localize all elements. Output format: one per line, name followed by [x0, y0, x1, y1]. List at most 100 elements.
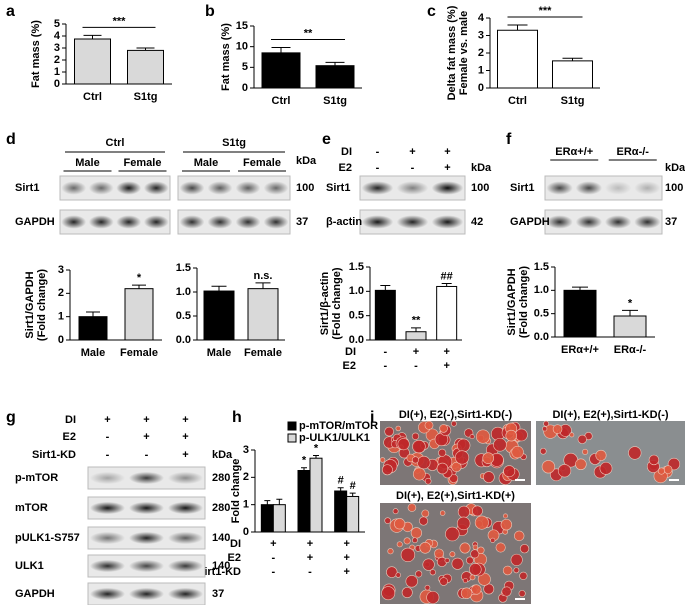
error-bar: [562, 57, 583, 61]
blot-band: [128, 501, 165, 515]
cell: [417, 455, 431, 470]
cell: [543, 420, 550, 427]
row-label: Sirt1: [15, 182, 39, 194]
lane-label: Male: [75, 157, 99, 169]
bar: [405, 331, 427, 341]
bar: [297, 470, 311, 533]
blot-band: [116, 215, 142, 229]
cell: [595, 449, 607, 461]
blot-band: [128, 559, 165, 573]
cell: [386, 566, 398, 578]
kda-header: kDa: [665, 162, 685, 174]
legend-label: p-ULK1/ULK1: [299, 432, 370, 444]
row-label: pULK1-S757: [15, 532, 80, 544]
error-bar: [411, 327, 421, 332]
row-label: GAPDH: [510, 216, 550, 228]
legend-label: p-mTOR/mTOR: [299, 420, 378, 432]
y-axis-title: (Fold change): [331, 267, 343, 339]
kda-value: 100: [296, 182, 314, 194]
cell: [439, 577, 448, 586]
cell: [412, 439, 426, 454]
blot-band: [575, 181, 603, 195]
lane-label: ERα+/+: [555, 146, 593, 158]
blot-band: [89, 587, 126, 601]
kda-value: 37: [212, 588, 224, 600]
condition-sign: -: [383, 360, 387, 372]
cell: [557, 464, 572, 478]
lane-label: Female: [243, 157, 281, 169]
cell: [462, 578, 468, 584]
condition-sign: -: [411, 162, 415, 174]
y-tick-label: 5: [54, 18, 60, 30]
cell: [384, 426, 394, 437]
y-axis-title: Sirt1/GAPDH: [24, 271, 36, 338]
significance-label: *: [302, 455, 307, 467]
condition-name: Sirt1-KD: [32, 449, 76, 461]
cell: [482, 452, 495, 464]
blot-band: [575, 215, 603, 229]
significance-label: #: [350, 480, 356, 492]
blot-band: [89, 531, 126, 545]
cell: [439, 424, 448, 433]
cell: [456, 516, 471, 531]
y-tick-label: 2: [58, 287, 64, 299]
condition-name: E2: [343, 360, 356, 372]
cell: [518, 590, 526, 598]
cell: [422, 558, 435, 571]
y-tick-label: 1: [243, 499, 249, 511]
row-label: β-actin: [326, 216, 362, 228]
cell: [515, 428, 528, 442]
error-bar: [622, 309, 638, 316]
cell: [542, 426, 548, 432]
bar: [124, 288, 154, 341]
error-bar: [264, 500, 271, 505]
condition-sign: +: [182, 431, 188, 443]
scale-bar: [515, 598, 525, 600]
blot-band: [89, 559, 126, 573]
condition-sign: +: [443, 346, 449, 358]
condition-sign: +: [182, 449, 188, 461]
y-tick-label: 1.5: [176, 262, 191, 274]
cell: [396, 541, 403, 548]
blot-band: [431, 181, 464, 195]
y-axis-title: Sirt1/β-actin: [319, 271, 331, 335]
panel-letter: a: [6, 3, 15, 20]
bar: [374, 289, 396, 341]
error-bar: [276, 498, 283, 505]
significance-label: n.s.: [254, 270, 273, 282]
row-label: ULK1: [15, 560, 44, 572]
error-bar: [325, 61, 345, 66]
cell: [577, 434, 587, 444]
bar: [261, 52, 301, 89]
cell: [451, 420, 457, 427]
blot-band: [143, 181, 169, 195]
kda-value: 140: [212, 560, 230, 572]
condition-sign: -: [383, 346, 387, 358]
blot-band: [235, 215, 261, 229]
y-axis-title: Fat mass (%): [30, 20, 42, 88]
cell: [400, 547, 416, 563]
error-bar: [83, 34, 102, 39]
blot-band: [128, 471, 165, 485]
condition-name: DI: [341, 146, 352, 158]
cell: [471, 584, 482, 595]
condition-sign: +: [143, 414, 149, 426]
x-tick-label: Female: [120, 347, 158, 359]
condition-sign: -: [271, 552, 275, 564]
bar: [247, 288, 279, 341]
x-tick-label: Male: [207, 347, 231, 359]
cell: [456, 438, 471, 453]
kda-value: 37: [665, 216, 677, 228]
scale-bar: [515, 479, 525, 481]
cell: [539, 447, 547, 455]
cell: [449, 473, 459, 483]
cell: [418, 516, 429, 526]
condition-name: DI: [345, 346, 356, 358]
y-tick-label: 0.5: [534, 308, 549, 320]
y-tick-label: 10: [236, 41, 248, 53]
condition-sign: +: [343, 552, 349, 564]
blot-band: [431, 215, 464, 229]
condition-sign: +: [444, 146, 450, 158]
cell: [503, 513, 508, 519]
